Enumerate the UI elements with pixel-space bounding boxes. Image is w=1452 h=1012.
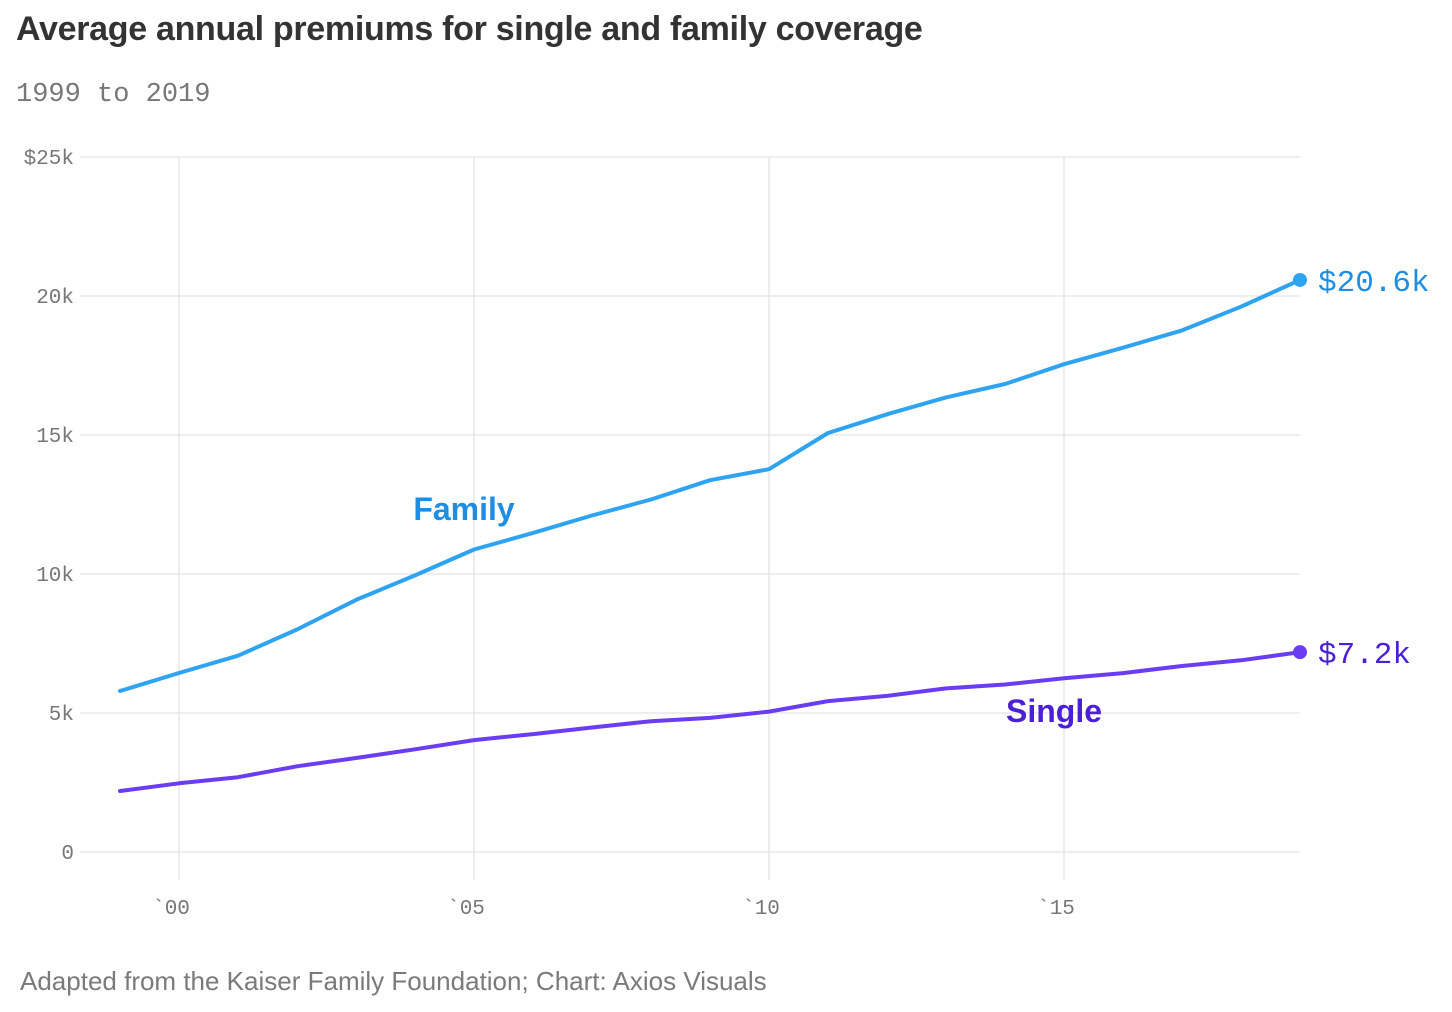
chart-title: Average annual premiums for single and f… [16, 10, 923, 48]
axis-labels: 0 5k 10k 15k 20k $25k `00 `05 `10 `15 [24, 148, 1075, 921]
x-tick-label: `15 [1037, 898, 1075, 921]
series-end-point-single [1293, 645, 1307, 660]
y-tick-label: 15k [36, 426, 74, 449]
series-label-family: Family [413, 491, 515, 527]
y-tick-label: $25k [24, 148, 74, 171]
series-line-family [118, 278, 1302, 693]
x-tick-label: `00 [152, 898, 190, 921]
y-tick-label: 10k [36, 565, 74, 588]
y-tick-label: 5k [49, 704, 74, 727]
series-end-point-family [1293, 272, 1307, 287]
series-lines [118, 272, 1307, 793]
series-labels: $20.6k Family $7.2k Single [413, 266, 1429, 729]
series-label-single: Single [1006, 693, 1102, 729]
chart-subtitle: 1999 to 2019 [16, 80, 211, 110]
y-tick-label: 20k [36, 287, 74, 310]
x-tick-label: `05 [447, 898, 485, 921]
series-line-single [118, 650, 1302, 793]
series-end-label-single: $7.2k [1318, 638, 1411, 673]
gridlines [80, 156, 1300, 880]
chart-source: Adapted from the Kaiser Family Foundatio… [20, 966, 767, 996]
series-end-label-family: $20.6k [1318, 266, 1430, 301]
y-tick-label: 0 [61, 843, 74, 866]
x-tick-label: `10 [742, 898, 780, 921]
